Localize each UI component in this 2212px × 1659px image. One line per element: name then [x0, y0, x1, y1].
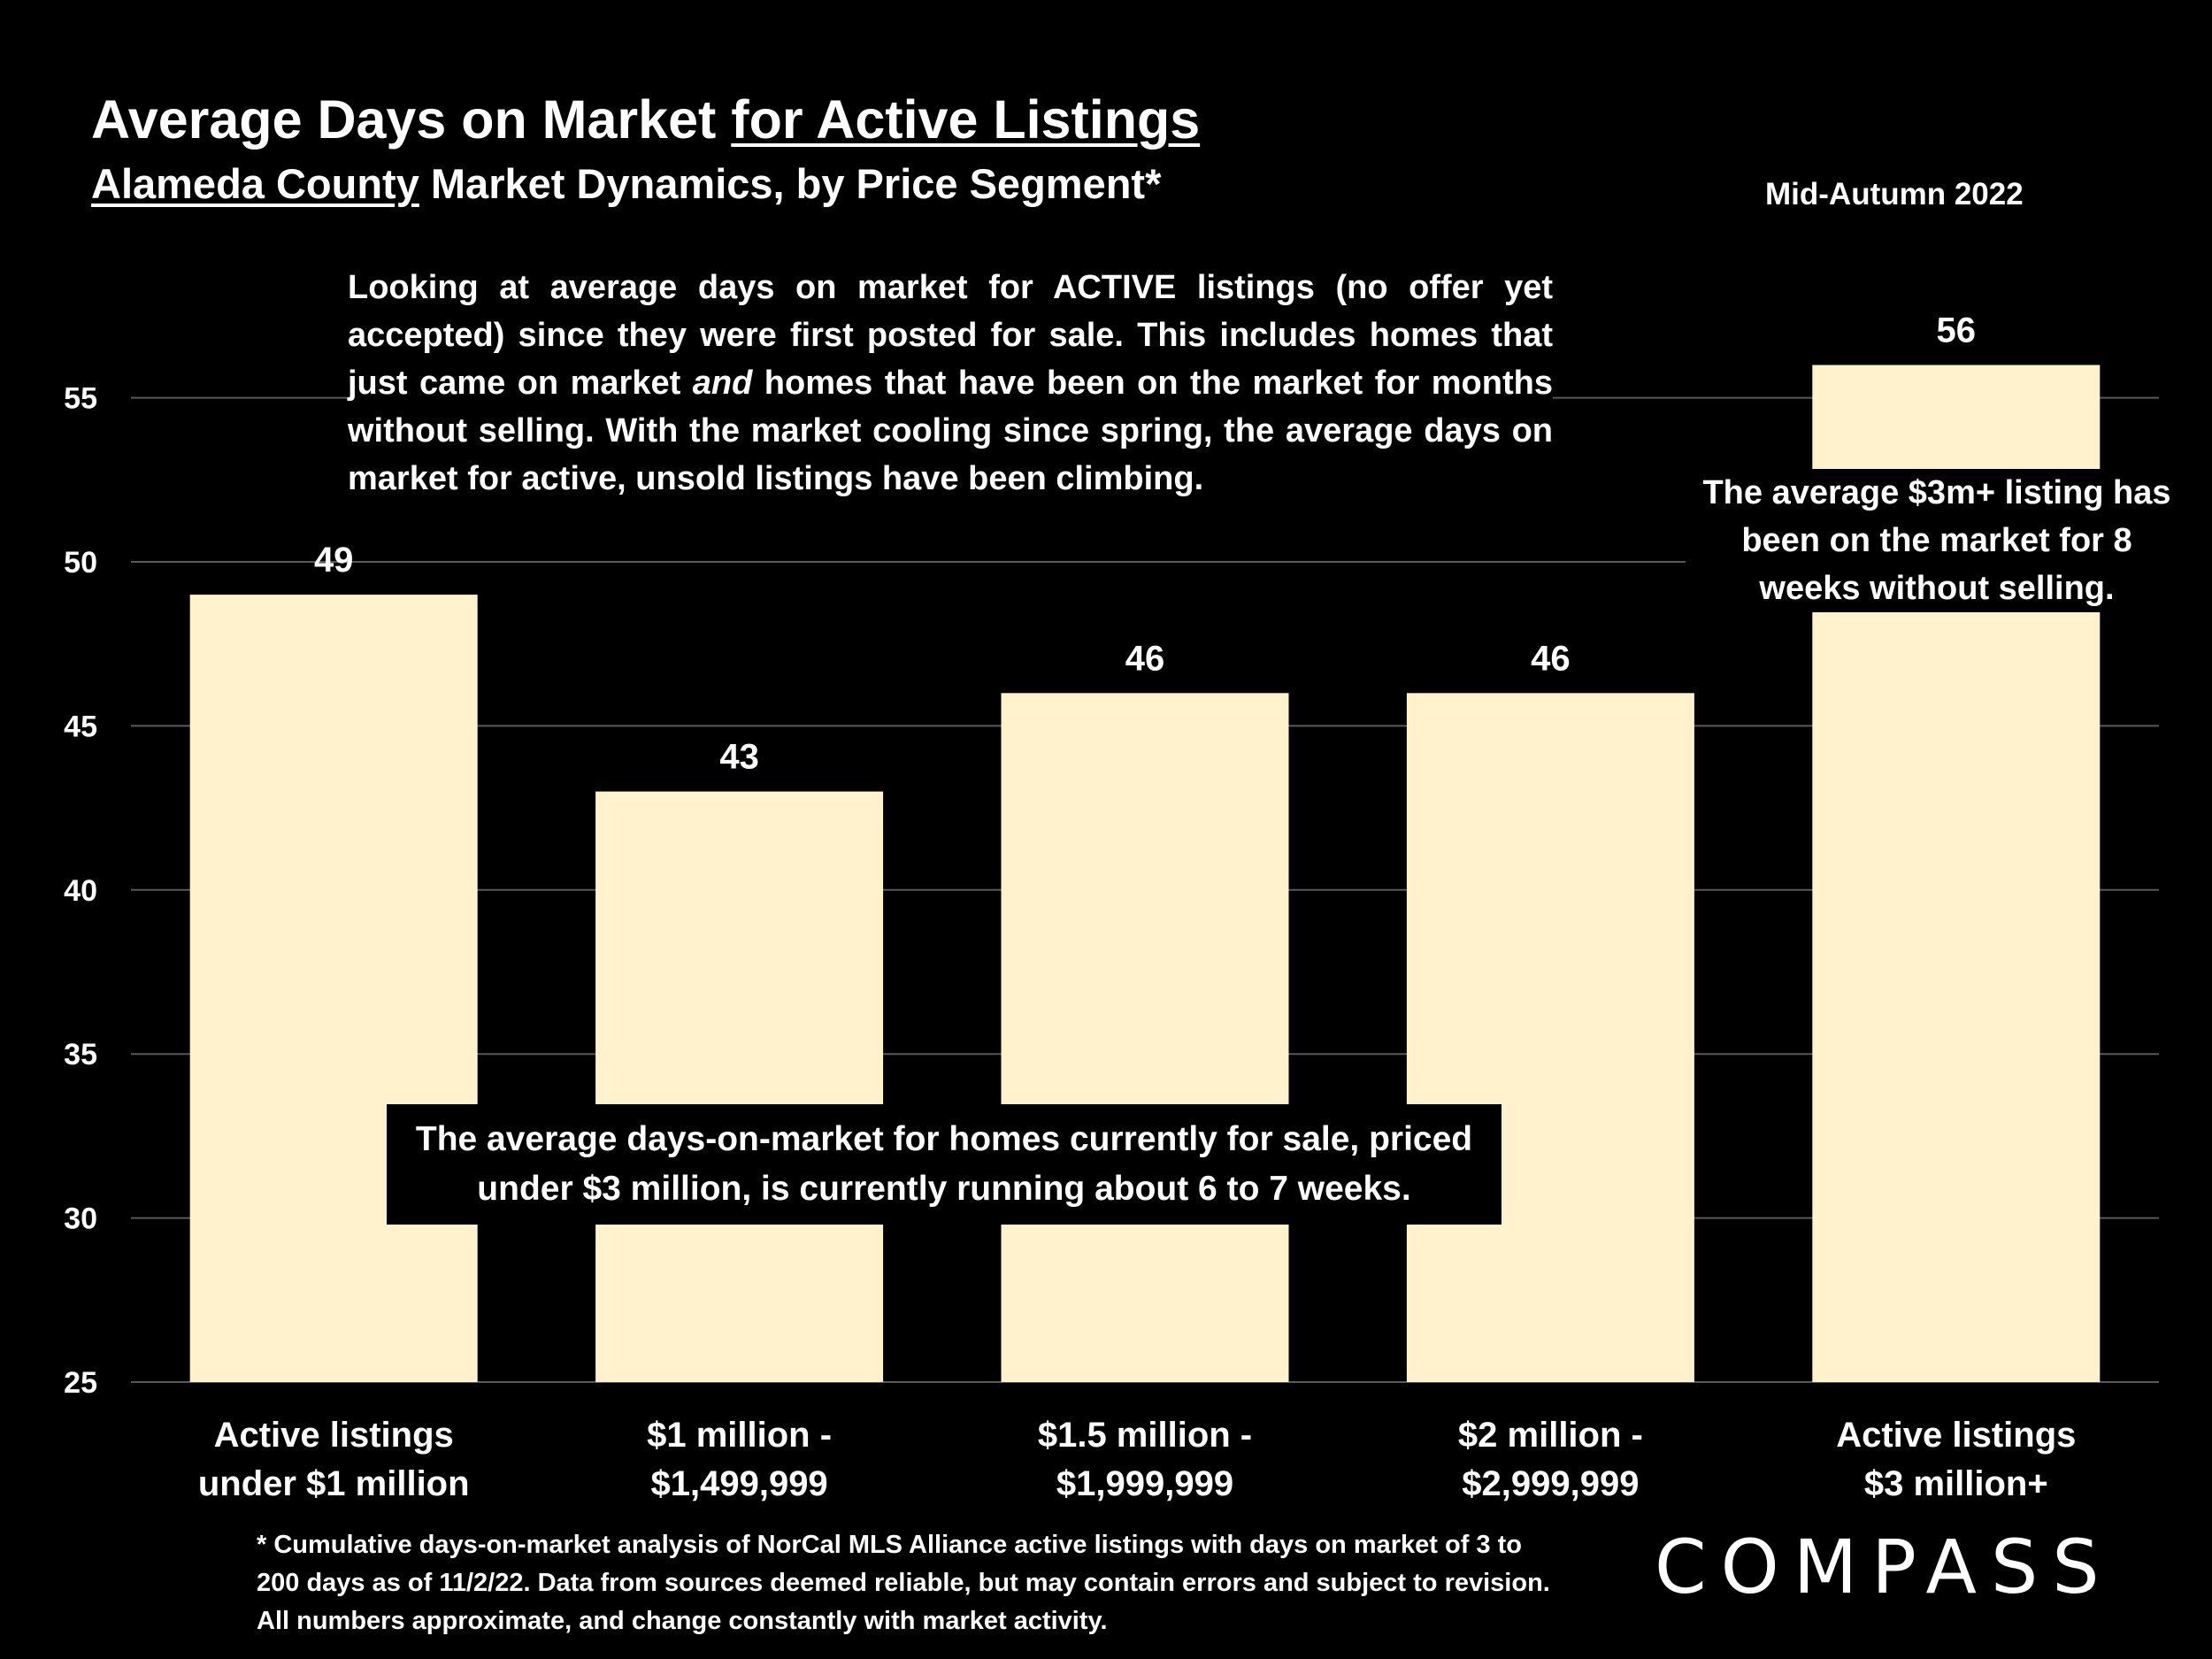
- x-tick-label: Active listings: [1836, 1416, 2076, 1455]
- annotation-bottom: The average days-on-market for homes cur…: [387, 1104, 1502, 1225]
- annotation-bottom-text: The average days-on-market for homes cur…: [415, 1120, 1473, 1208]
- x-tick-label: $1 million -: [647, 1416, 832, 1455]
- page-title: Average Days on Market for Active Listin…: [91, 88, 1200, 150]
- footnote: * Cumulative days-on-market analysis of …: [257, 1531, 1550, 1635]
- y-tick-label: 50: [64, 546, 97, 580]
- bar: [595, 791, 884, 1382]
- subtitle-text-2: Market Dynamics, by Price Segment*: [419, 160, 1162, 207]
- page-subtitle: Alameda County Market Dynamics, by Price…: [91, 159, 1161, 208]
- title-text-2: for Active Listings: [731, 89, 1201, 150]
- compass-logo: COMPASS: [1655, 1524, 2114, 1610]
- annotation-top-text-1: Looking at average days on market for AC…: [348, 269, 1553, 402]
- x-tick-label: $2,999,999: [1462, 1464, 1639, 1503]
- data-label: 56: [1937, 311, 1977, 350]
- data-label: 46: [1125, 639, 1165, 678]
- title-text-1: Average Days on Market: [91, 89, 732, 150]
- y-tick-label: 45: [64, 710, 97, 743]
- y-tick-label: 40: [64, 874, 97, 908]
- x-tick-label: $1,999,999: [1056, 1464, 1233, 1503]
- data-label: 43: [719, 738, 759, 777]
- period-label: Mid-Autumn 2022: [1765, 177, 2024, 211]
- annotation-right: The average $3m+ listing has been on the…: [1686, 469, 2188, 612]
- bar: [1001, 693, 1289, 1382]
- y-tick-label: 30: [64, 1202, 97, 1236]
- x-tick-label: $1,499,999: [650, 1464, 827, 1503]
- x-tick-label: $1.5 million -: [1038, 1416, 1252, 1455]
- annotation-top-text-2: homes that have been on the market for m…: [348, 365, 1553, 497]
- x-tick-label: $3 million+: [1864, 1464, 2048, 1503]
- y-tick-label: 35: [64, 1038, 97, 1071]
- data-label: 46: [1531, 639, 1571, 678]
- annotation-top-italic: and: [692, 365, 753, 402]
- y-tick-label: 55: [64, 382, 97, 416]
- subtitle-text-1: Alameda County: [91, 160, 419, 207]
- y-tick-label: 25: [64, 1366, 97, 1400]
- x-tick-label: Active listings: [214, 1416, 454, 1455]
- data-label: 49: [314, 541, 354, 580]
- annotation-top: Looking at average days on market for AC…: [348, 264, 1553, 503]
- x-tick-label: under $1 million: [198, 1464, 470, 1503]
- bar: [189, 595, 478, 1382]
- x-tick-label: $2 million -: [1458, 1416, 1643, 1455]
- bar: [1406, 693, 1694, 1382]
